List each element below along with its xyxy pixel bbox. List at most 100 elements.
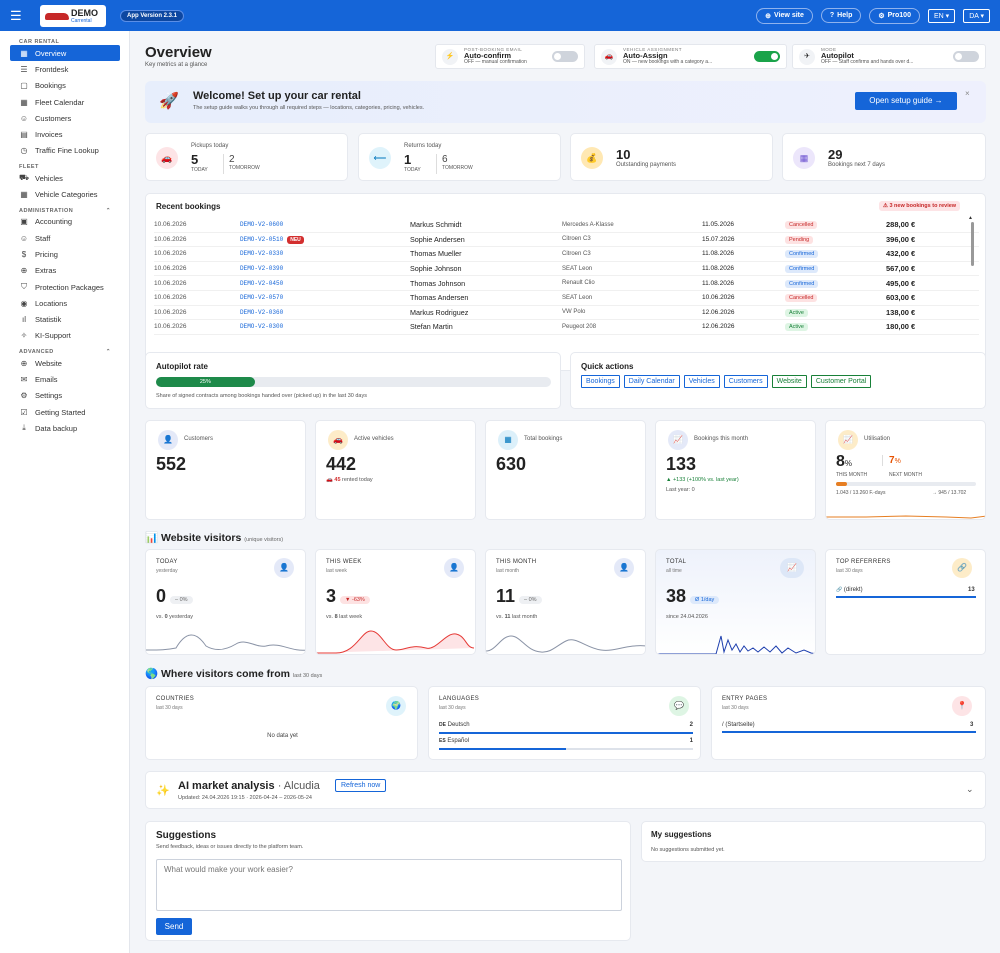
suggestion-textarea[interactable] (156, 859, 622, 911)
today-compare: vs. 0 yesterday (156, 614, 193, 620)
sidebar-item-invoices[interactable]: ▤ Invoices (0, 126, 129, 142)
chevron-down-icon[interactable]: ⌄ (966, 784, 974, 794)
sidebar-item-protection-packages[interactable]: ⛉ Protection Packages (0, 279, 129, 295)
toggle-switch[interactable] (754, 51, 780, 62)
sidebar-item-frontdesk[interactable]: ☰ Frontdesk (0, 61, 129, 77)
sidebar-item-statistik[interactable]: ıl Statistik (0, 311, 129, 327)
month-bookings-kpi[interactable]: 📈 Bookings this month 133 ▲ +133 (+100% … (655, 420, 816, 520)
today-value: 0 (156, 586, 167, 606)
recent-bookings-title: Recent bookings (156, 202, 221, 211)
table-row[interactable]: 10.06.2026 DEMO-V2-0390 Sophie Johnson SEAT… (154, 262, 979, 277)
row-id[interactable]: DEMO-V2-0450 (240, 279, 284, 287)
row-id[interactable]: DEMO-V2-0570 (240, 294, 284, 302)
table-row[interactable]: 10.06.2026 DEMO-V2-0450 Thomas Johnson Rena… (154, 276, 979, 291)
hamburger-menu-icon[interactable]: ☰ (10, 7, 22, 23)
quick-action-daily-calendar[interactable]: Daily Calendar (623, 375, 680, 388)
customers-kpi[interactable]: 👤 Customers 552 (145, 420, 306, 520)
view-site-button[interactable]: ⊕ View site (756, 7, 813, 24)
sidebar-item-vehicles[interactable]: ⛟ Vehicles (0, 170, 129, 186)
country-select[interactable]: DA ▾ (963, 8, 990, 23)
row-vehicle: Peugeot 208 (562, 323, 597, 330)
table-row[interactable]: 10.06.2026 DEMO-V2-0570 Thomas Andersen SEA… (154, 291, 979, 306)
user-icon: 👤 (274, 558, 294, 578)
sidebar-item-vehicle-categories[interactable]: ▦ Vehicle Categories (0, 186, 129, 202)
toggle-switch[interactable] (552, 51, 578, 62)
sidebar-item-ki-support[interactable]: ✧ KI-Support (0, 328, 129, 344)
sidebar-item-fleet-calendar[interactable]: ▦ Fleet Calendar (0, 94, 129, 110)
table-row[interactable]: 10.06.2026 DEMO-V2-0330 Thomas Mueller Citr… (154, 247, 979, 262)
returns-card[interactable]: ⟵ Returns today 1 TODAY 6 TOMORROW (358, 133, 561, 181)
row-id[interactable]: DEMO-V2-0330 (240, 250, 284, 258)
language-select[interactable]: EN ▾ (927, 8, 956, 23)
ref-row[interactable]: 🔗 (direkt) (836, 587, 863, 593)
week-sparkline-path (316, 630, 475, 654)
toggle-switch[interactable] (953, 51, 979, 62)
quick-action-customer-portal[interactable]: Customer Portal (810, 375, 872, 388)
sidebar-item-traffic-fine-lookup[interactable]: ◷ Traffic Fine Lookup (0, 143, 129, 159)
quick-action-vehicles[interactable]: Vehicles (683, 375, 720, 388)
language-row[interactable]: ES Español 1 (439, 738, 693, 744)
payments-card[interactable]: 💰 10 Outstanding payments (570, 133, 773, 181)
row-vehicle: Mercedes A-Klasse (562, 221, 614, 228)
ai-analysis-card[interactable]: ✨ AI market analysis · Alcudia Refresh n… (145, 771, 986, 809)
close-icon[interactable]: × (965, 89, 970, 98)
sidebar-item-locations[interactable]: ◉ Locations (0, 295, 129, 311)
toggle-text: MODE Autopilot OFF — Staff confirms and ha… (821, 48, 947, 66)
sidebar-item-extras[interactable]: ⊕ Extras (0, 263, 129, 279)
sidebar-item-data-backup[interactable]: ⤓ Data backup (0, 420, 129, 436)
sidebar-item-staff[interactable]: ☺ Staff (0, 230, 129, 246)
quick-action-customers[interactable]: Customers (723, 375, 768, 388)
month-sparkline (486, 635, 645, 653)
table-row[interactable]: 10.06.2026 DEMO-V2-0300 Stefan Martin Peuge… (154, 320, 979, 335)
review-alert-badge[interactable]: ⚠ 3 new bookings to review (879, 201, 961, 211)
utilisation-kpi[interactable]: 📈 Utilisation 8% THIS MONTH 7% NEXT MONT… (825, 420, 986, 520)
scroll-up-icon[interactable]: ▲ (968, 215, 973, 221)
row-status-cell: Cancelled (785, 221, 886, 230)
row-id[interactable]: DEMO-V2-0360 (240, 308, 284, 316)
sidebar-item-getting-started[interactable]: ☑ Getting Started (0, 404, 129, 420)
row-amount: 603,00 € (886, 293, 916, 303)
sidebar-item-website[interactable]: ⊕ Website (0, 355, 129, 371)
sidebar-item-settings[interactable]: ⚙ Settings (0, 388, 129, 404)
language-name: Español (447, 738, 470, 744)
quick-action-website[interactable]: Website (771, 375, 807, 388)
row-id[interactable]: DEMO-V2-0600 (240, 221, 284, 229)
quick-action-bookings[interactable]: Bookings (581, 375, 620, 388)
table-row[interactable]: 10.06.2026 DEMO-V2-0600 Markus Schmidt Merc… (154, 218, 979, 233)
user-icon: 👤 (444, 558, 464, 578)
sidebar-section-advanced[interactable]: ADVANCED ⌃ (0, 349, 129, 355)
send-button[interactable]: Send (156, 918, 192, 935)
help-button[interactable]: ? Help (820, 8, 862, 23)
refresh-now-button[interactable]: Refresh now (335, 779, 387, 792)
week-pill: ▼ -63% (340, 595, 370, 604)
total-bookings-kpi[interactable]: ▦ Total bookings 630 (485, 420, 646, 520)
language-row[interactable]: DE Deutsch 2 (439, 722, 693, 728)
open-setup-guide-button[interactable]: Open setup guide → (855, 92, 957, 110)
row-id[interactable]: DEMO-V2-0390 (240, 265, 284, 273)
entry-page[interactable]: / (Startseite) (722, 722, 755, 728)
sidebar-item-accounting[interactable]: ▣ Accounting (0, 214, 129, 230)
logo[interactable]: DEMO Carrental (40, 4, 106, 27)
vehicles-kpi[interactable]: 🚗 Active vehicles 442 🚗 45 rented today (315, 420, 476, 520)
sidebar-item-label: Extras (35, 266, 57, 276)
scrollbar-thumb[interactable] (971, 222, 974, 266)
row-id[interactable]: DEMO-V2-0510 (240, 235, 284, 243)
sidebar-item-emails[interactable]: ✉ Emails (0, 371, 129, 387)
row-id[interactable]: DEMO-V2-0300 (240, 323, 284, 331)
returns-today-value: 1 (404, 152, 412, 167)
table-row[interactable]: 10.06.2026 DEMO-V2-0360 Markus Rodriguez VW… (154, 306, 979, 321)
table-row[interactable]: 10.06.2026 DEMO-V2-0510 NEU Sophie Andersen… (154, 233, 979, 248)
sidebar-item-pricing[interactable]: $ Pricing (0, 246, 129, 262)
autopilot-progress-fill: 25% (156, 377, 255, 387)
sidebar-item-customers[interactable]: ☺ Customers (0, 110, 129, 126)
next7-card[interactable]: ▦ 29 Bookings next 7 days (782, 133, 986, 181)
sidebar-section-administration[interactable]: ADMINISTRATION ⌃ (0, 208, 129, 214)
sidebar-item-bookings[interactable]: ▢ Bookings (0, 78, 129, 94)
sidebar-item-overview[interactable]: ▦ Overview (10, 45, 120, 62)
row-customer: Stefan Martin (410, 322, 453, 332)
toggle-caption: POST-BOOKING EMAIL (464, 47, 523, 52)
util-this-unit: % (844, 459, 853, 468)
plan-button[interactable]: ⚙ Pro100 (869, 7, 920, 24)
pickups-card[interactable]: 🚗 Pickups today 5 TODAY 2 TOMORROW (145, 133, 348, 181)
document-icon: ▢ (20, 81, 28, 91)
